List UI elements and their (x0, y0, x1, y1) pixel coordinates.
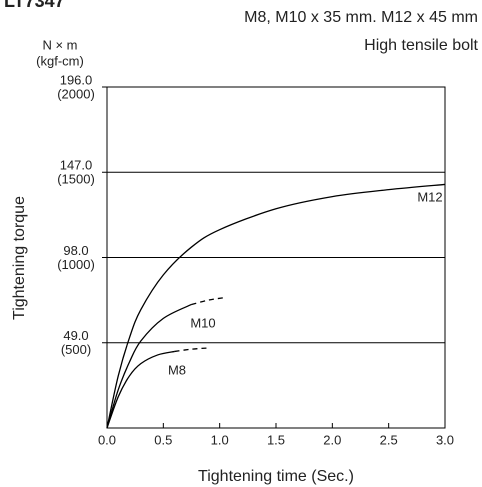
x-tick-label: 0.0 (98, 432, 116, 447)
y-tick-label: 49.0 (63, 328, 88, 343)
series-label: M10 (190, 315, 215, 330)
chart-title: M8, M10 x 35 mm. M12 x 45 mm (244, 9, 478, 26)
x-tick-label: 1.5 (267, 432, 285, 447)
y-tick-alt-label: (2000) (57, 86, 95, 101)
extrapolated-line (191, 296, 226, 306)
x-tick-label: 3.0 (436, 432, 454, 447)
extrapolated-line (174, 347, 209, 353)
y-tick-alt-label: (1500) (57, 172, 95, 187)
y-axis-label: Tightening torque (11, 196, 28, 320)
x-axis-label: Tightening time (Sec.) (198, 468, 354, 485)
y-unit-alt: (kgf-cm) (36, 53, 84, 68)
series-label: M12 (417, 189, 442, 204)
x-tick-label: 0.5 (154, 432, 172, 447)
series-label: M8 (168, 362, 186, 377)
y-tick-alt-label: (1000) (57, 257, 95, 272)
y-tick-alt-label: (500) (61, 342, 91, 357)
y-tick-label: 98.0 (63, 243, 88, 258)
line (106, 303, 192, 429)
figure-id: LT7347 (4, 0, 65, 11)
y-tick-label: 147.0 (60, 158, 93, 173)
line (106, 183, 446, 429)
chart-subtitle: High tensile bolt (364, 37, 478, 54)
line (106, 350, 175, 429)
x-tick-label: 1.0 (211, 432, 229, 447)
x-tick-label: 2.0 (323, 432, 341, 447)
y-unit: N × m (42, 37, 77, 52)
x-tick-label: 2.5 (380, 432, 398, 447)
y-tick-label: 196.0 (60, 72, 93, 87)
